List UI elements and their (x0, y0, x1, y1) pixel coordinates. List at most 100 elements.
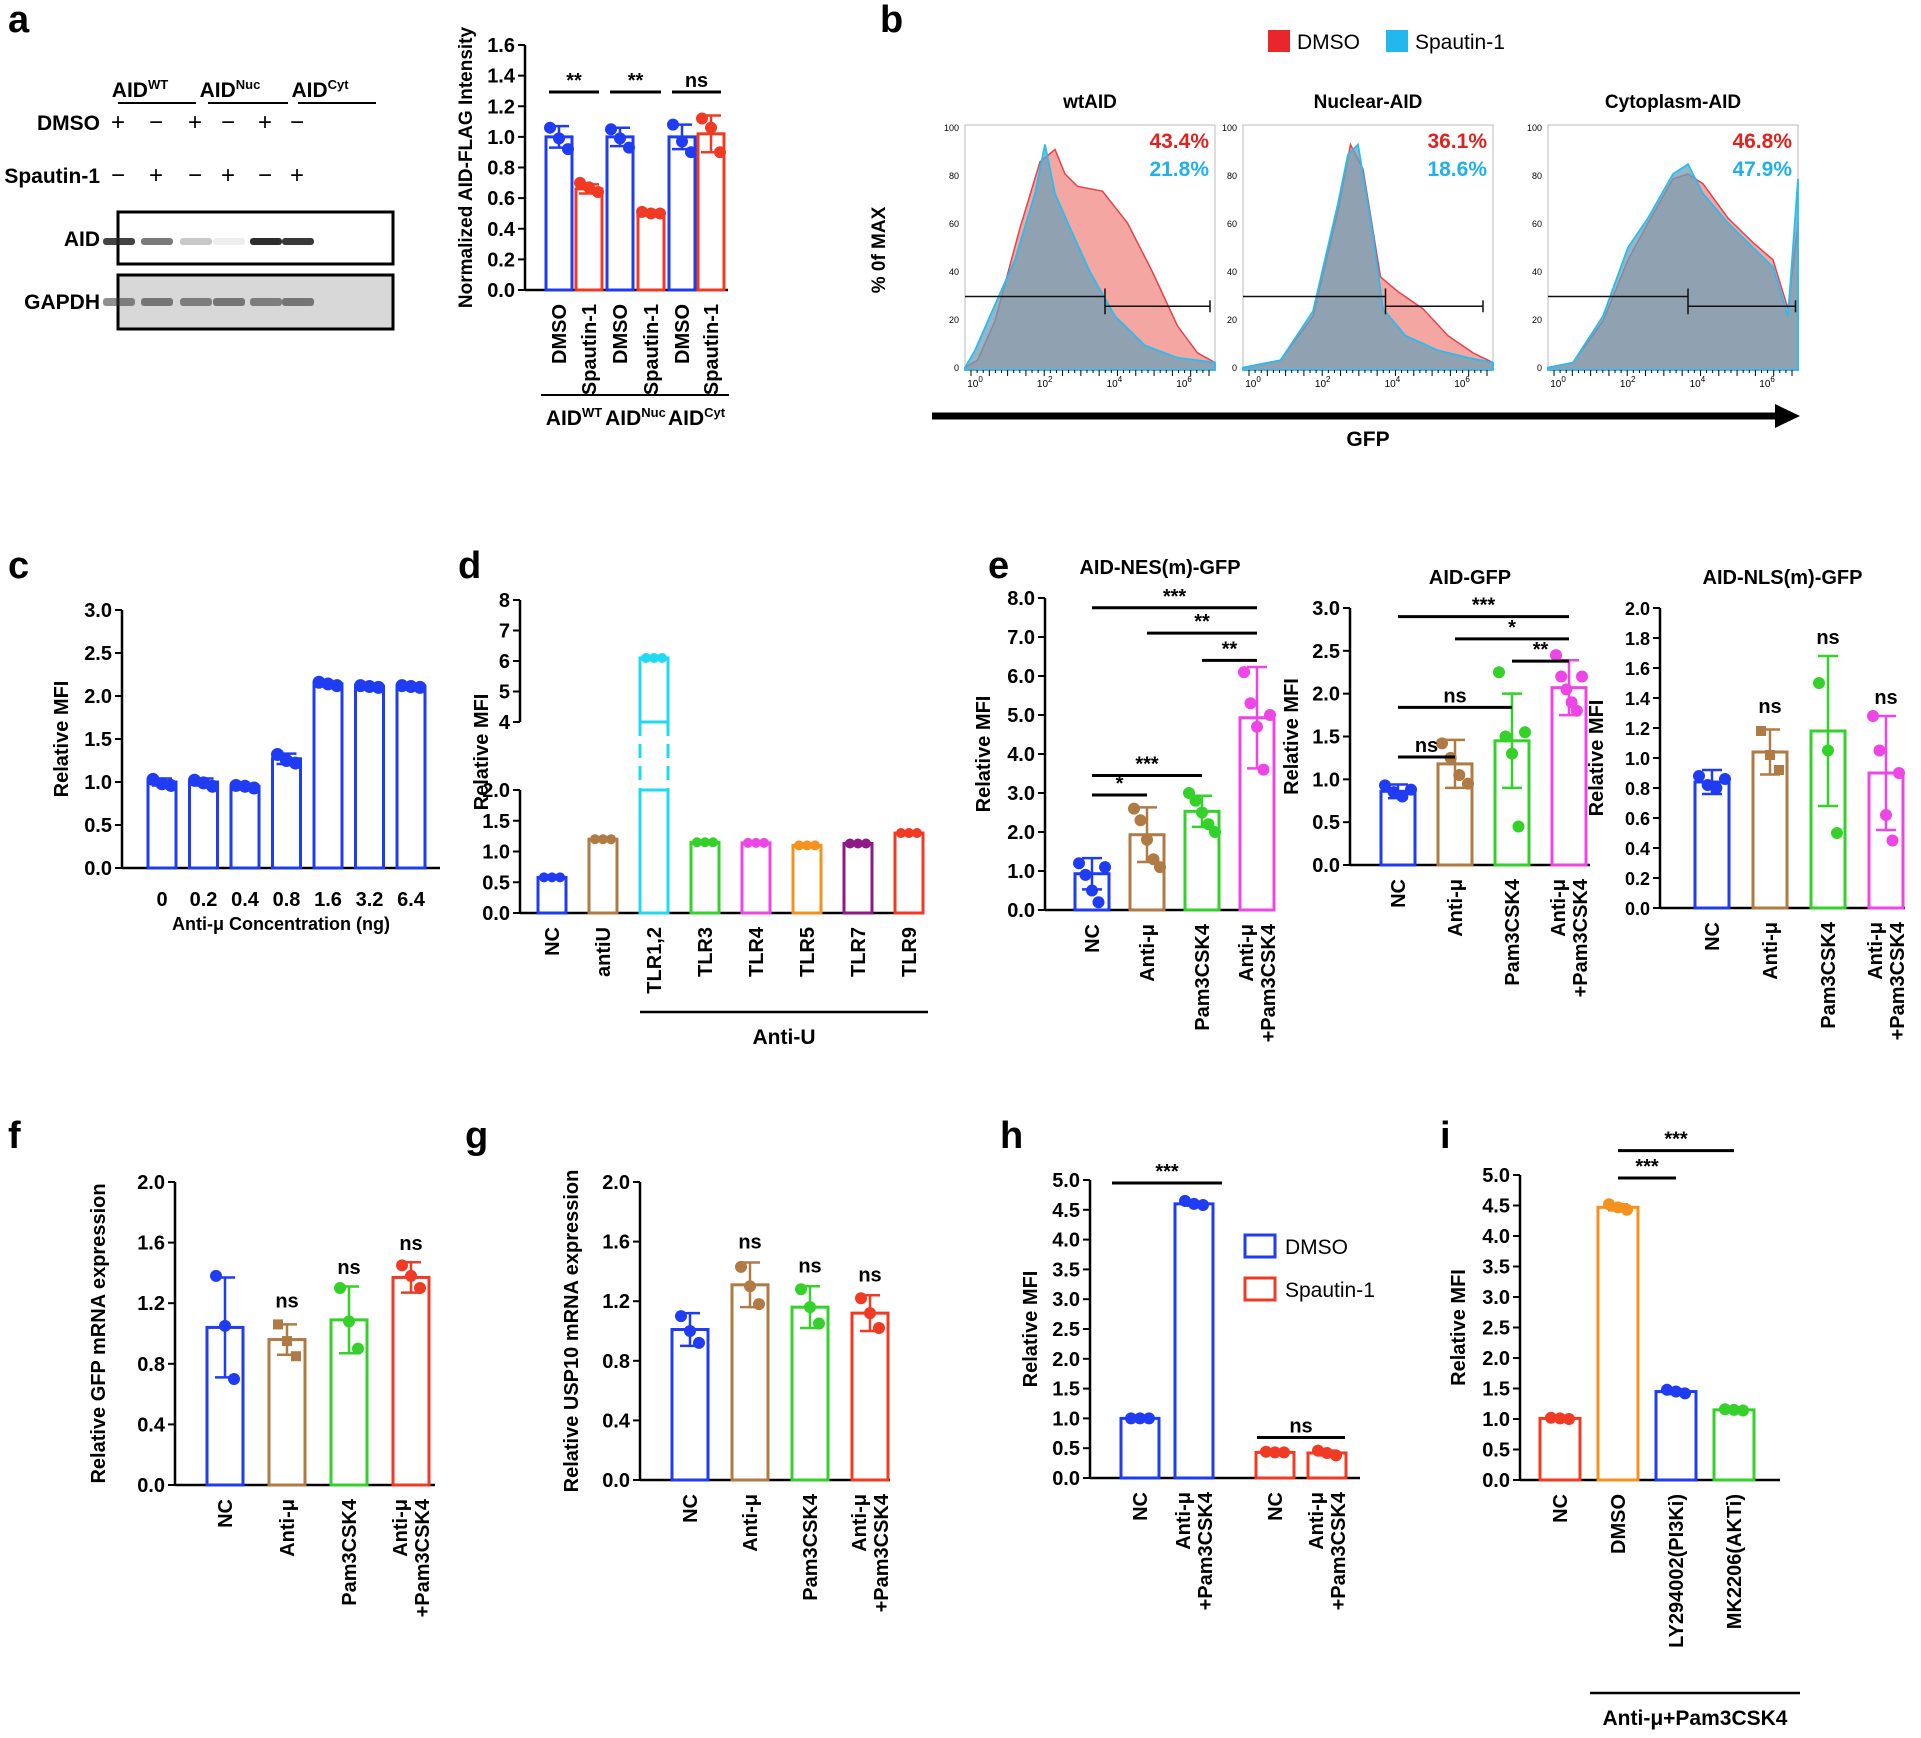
data-point (1073, 857, 1085, 870)
data-point (794, 840, 804, 851)
significance-label: ns (1758, 696, 1781, 718)
data-point (1728, 1403, 1740, 1416)
y-tick-label: 0.0 (487, 280, 515, 302)
data-point (1260, 1445, 1272, 1458)
data-point (804, 1301, 816, 1314)
x-category-label: NC (1082, 924, 1104, 953)
data-point (685, 146, 697, 159)
data-point (1512, 820, 1525, 833)
data-point (645, 207, 657, 220)
bar (1712, 1408, 1756, 1482)
spautin-percentage: 21.8% (1149, 158, 1209, 181)
bar (312, 682, 344, 870)
significance-label: ** (1194, 611, 1210, 633)
data-point (1560, 683, 1573, 696)
data-point (1278, 1446, 1290, 1459)
data-point (641, 652, 651, 663)
y-tick-label: 0.0 (1625, 899, 1650, 919)
x-category-label: Anti-μ (1445, 879, 1467, 937)
spautin-sign: − (111, 162, 125, 189)
group-label-base: AID (668, 407, 704, 430)
significance-label: *** (1155, 1161, 1179, 1183)
spautin-percentage: 47.9% (1732, 158, 1792, 181)
bar (271, 757, 302, 870)
facs-x-tick: 102 (1620, 375, 1636, 390)
data-point (1179, 1194, 1191, 1207)
x-category-label: MK2206(AKTi) (1724, 1494, 1746, 1629)
data-point (751, 837, 761, 848)
data-point (291, 1351, 301, 1362)
y-tick-label: 1.0 (487, 127, 515, 149)
y-tick-label: 1.6 (1625, 659, 1650, 679)
data-point (1462, 777, 1474, 790)
data-point (614, 132, 626, 145)
data-point (1238, 666, 1250, 679)
bar (1173, 1202, 1215, 1480)
data-point (1264, 709, 1276, 721)
panel-label-g: g (465, 1115, 488, 1157)
bar (670, 1328, 710, 1482)
y-tick-label: 0.0 (137, 1475, 165, 1497)
y-tick-label: 0.5 (1052, 1438, 1080, 1460)
facs-x-tick-exp: 6 (1187, 375, 1192, 384)
panel-label-b: b (880, 0, 903, 41)
data-point (1493, 666, 1505, 679)
x-category-label-line: +Pam3CSK4 (1887, 921, 1909, 1040)
y-tick-label: 0.0 (1052, 1468, 1080, 1490)
aid-band (282, 238, 314, 245)
facs-y-tick: 0 (1537, 363, 1542, 373)
data-point (696, 112, 708, 125)
data-point (547, 872, 557, 883)
facs-x-tick-base: 10 (1454, 379, 1466, 390)
spautin-sign: − (188, 162, 202, 189)
data-point (636, 205, 648, 218)
spautin-histogram (964, 144, 1216, 371)
gapdh-band (213, 298, 245, 306)
data-point (592, 186, 604, 198)
facs-x-tick-base: 10 (1315, 379, 1327, 390)
significance-label: ns (1289, 1415, 1312, 1437)
x-category-label: Pam3CSK4 (800, 1493, 822, 1601)
x-category-label: Spautin-1 (579, 304, 601, 395)
y-tick-label: 6.0 (1007, 666, 1035, 688)
significance-label: ** (628, 70, 644, 92)
aid-band (180, 238, 212, 245)
facs-y-tick: 80 (1532, 171, 1542, 181)
bar (740, 841, 772, 915)
panel-label-h: h (1000, 1115, 1023, 1157)
legend-label-dmso: DMSO (1297, 31, 1360, 54)
x-category-label-line: Anti-μ (390, 1499, 412, 1557)
significance-label: ** (1222, 638, 1238, 660)
bar (689, 840, 721, 915)
data-point (708, 837, 718, 848)
data-point (813, 1317, 825, 1330)
y-tick-label: 1.8 (1625, 629, 1650, 649)
y-tick-label: 1.0 (1625, 749, 1650, 769)
data-point (1822, 744, 1834, 757)
data-point (396, 1259, 408, 1272)
y-tick-label: 5.0 (1482, 1165, 1510, 1187)
y-tick-label: 1.0 (1482, 1409, 1510, 1431)
y-tick-label: 7 (499, 621, 510, 643)
facs-x-tick: 102 (1037, 375, 1053, 390)
facs-x-tick: 106 (1454, 375, 1470, 390)
y-tick-label: 4.5 (1052, 1200, 1080, 1222)
data-point (861, 838, 871, 849)
dmso-percentage: 36.1% (1427, 130, 1487, 153)
bar (1550, 686, 1588, 867)
facs-x-tick: 104 (1385, 375, 1401, 390)
bar (146, 780, 178, 870)
y-tick-label: 4 (499, 712, 511, 734)
bar (790, 1305, 830, 1482)
y-tick-label: 1.4 (1625, 689, 1650, 709)
y-axis-label: Relative MFI (1020, 1271, 1042, 1388)
data-point (675, 1310, 687, 1323)
y-tick-label: 0.2 (487, 249, 515, 271)
svg-text:AIDNuc: AIDNuc (200, 77, 261, 102)
facs-x-tick-exp: 6 (1465, 375, 1470, 384)
data-point (1197, 1199, 1209, 1212)
legend-swatch-dmso (1268, 30, 1290, 52)
y-axis-label: Relative USP10 mRNA expression (561, 1170, 583, 1493)
facs-x-tick: 100 (1245, 375, 1261, 390)
facs-x-tick-base: 10 (1690, 379, 1702, 390)
